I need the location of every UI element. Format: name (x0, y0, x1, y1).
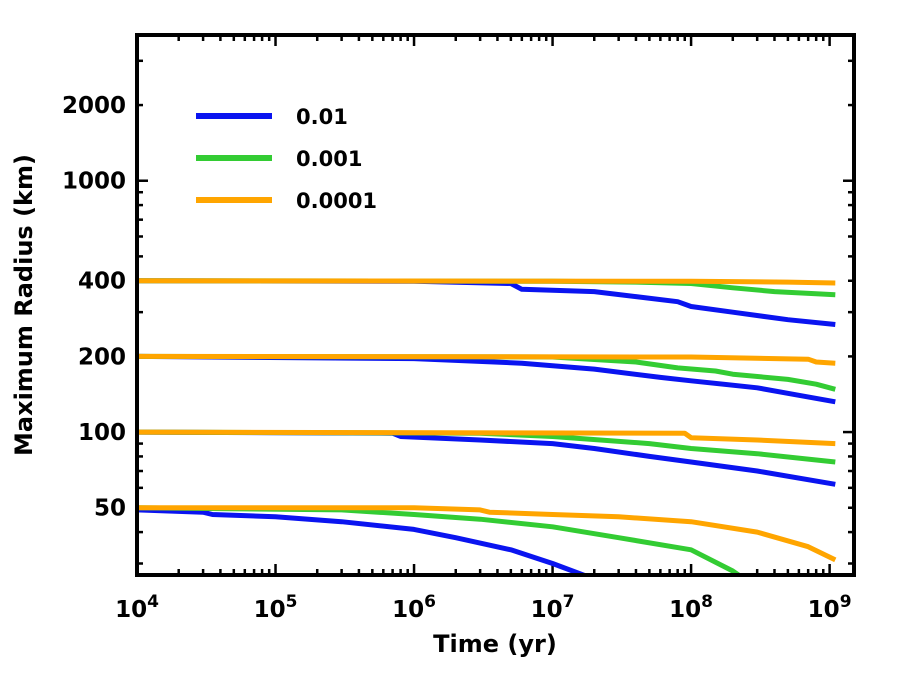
series-line-0.0001-r100 (137, 429, 836, 447)
legend-label: 0.01 (296, 105, 348, 129)
y-tick-label: 400 (78, 269, 126, 295)
legend-label: 0.0001 (296, 189, 377, 213)
x-tick-label: 107 (531, 592, 575, 623)
y-tick-label: 100 (78, 420, 126, 446)
series-line-0.01-r200 (137, 353, 836, 405)
x-tick-label: 108 (669, 592, 713, 623)
plot-area (137, 278, 837, 575)
y-tick-label: 200 (78, 344, 126, 370)
series-line-0.01-r50 (137, 507, 591, 575)
series-line-0.0001-r50 (137, 505, 837, 563)
x-tick-label: 105 (254, 592, 298, 623)
x-tick-label: 104 (115, 592, 159, 623)
series-line-0.0001-r400 (137, 278, 836, 286)
y-tick-label: 1000 (62, 169, 126, 195)
y-tick-label: 50 (94, 496, 126, 522)
y-tick-labels: 50 100 200 400 1000 2000 (62, 93, 126, 522)
y-tick-label: 2000 (62, 93, 126, 119)
legend: 0.01 0.001 0.0001 (196, 105, 377, 213)
x-tick-label: 106 (392, 592, 436, 623)
x-axis-label: Time (yr) (433, 630, 557, 658)
plot-frame (135, 33, 856, 577)
series-line-0.001-r50 (137, 505, 743, 575)
x-tick-labels: 104 105 106 107 108 109 (115, 592, 851, 623)
y-axis-label: Maximum Radius (km) (10, 154, 38, 456)
series-line-0.0001-r200 (137, 353, 836, 366)
legend-label: 0.001 (296, 147, 362, 171)
x-tick-label: 109 (808, 592, 852, 623)
